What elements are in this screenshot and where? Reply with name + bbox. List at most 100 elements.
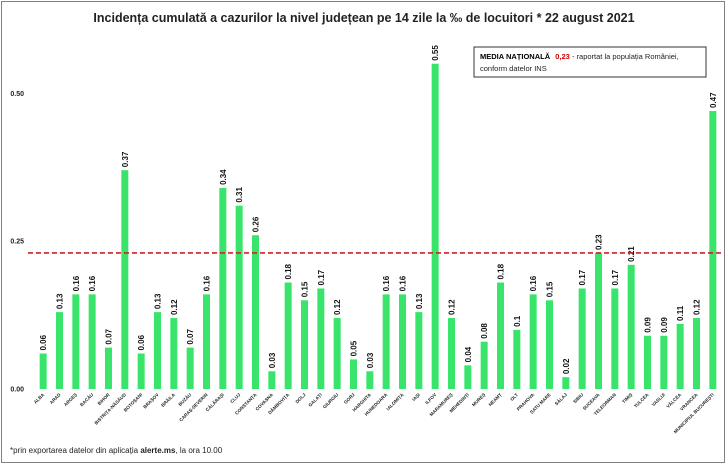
footnote-app-name: alerte.ms — [140, 446, 176, 455]
bar — [170, 318, 178, 389]
bar — [154, 312, 161, 389]
x-tick-label: ILFOV — [424, 392, 438, 406]
y-tick-label: 0.50 — [10, 91, 24, 98]
x-tick-label: NEAMȚ — [488, 392, 503, 407]
x-tick-label: BACĂU — [78, 391, 94, 407]
data-label: 0.17 — [578, 269, 587, 285]
bar — [39, 353, 47, 389]
bar — [709, 111, 717, 389]
bar — [693, 318, 700, 389]
data-label: 0.15 — [301, 281, 310, 297]
x-tick-label: IAȘI — [411, 392, 422, 403]
data-label: 0.55 — [431, 45, 440, 61]
bar — [562, 377, 570, 389]
x-tick-label: TULCEA — [633, 392, 650, 409]
x-tick-label: CLUJ — [229, 392, 241, 404]
bar — [578, 288, 586, 389]
data-label: 0.34 — [219, 169, 228, 185]
data-label: 0.18 — [497, 263, 506, 279]
y-axis: 0.00 0.25 0.50 — [10, 91, 24, 394]
bar — [611, 288, 619, 389]
bar — [284, 282, 292, 389]
data-label: 0.17 — [317, 269, 326, 285]
data-label: 0.03 — [366, 352, 375, 368]
footnote: *prin exportarea datelor din aplicația a… — [10, 446, 223, 455]
x-tick-label: GALAȚI — [307, 392, 323, 408]
data-label: 0.13 — [56, 293, 65, 309]
data-label: 0.15 — [546, 281, 555, 297]
x-tick-label: DOLJ — [294, 392, 307, 405]
x-tick-label: BRAȘOV — [142, 392, 161, 411]
bar — [627, 264, 635, 389]
chart-title: Incidența cumulată a cazurilor la nivel … — [93, 11, 634, 25]
bar — [660, 335, 668, 389]
bar — [333, 318, 341, 389]
data-label: 0.11 — [676, 305, 685, 321]
data-label: 0.37 — [121, 151, 130, 167]
data-label: 0.12 — [333, 299, 342, 315]
data-label: 0.06 — [39, 334, 48, 350]
bar — [464, 365, 472, 389]
x-tick-label: IALOMIȚA — [385, 392, 405, 412]
bar — [448, 318, 455, 389]
bar — [252, 235, 259, 389]
data-label: 0.16 — [529, 275, 538, 291]
x-tick-label: GORJ — [343, 392, 356, 405]
bar — [513, 329, 521, 389]
bar — [203, 294, 210, 389]
data-label: 0.12 — [448, 299, 457, 315]
legend-box: MEDIA NAȚIONALĂ 0,23 - raportat la popul… — [473, 46, 707, 78]
data-label: 0.16 — [72, 275, 81, 291]
bar — [301, 300, 308, 389]
data-label: 0.13 — [154, 293, 163, 309]
bar — [644, 335, 651, 389]
x-tick-label: VASLUI — [651, 392, 666, 407]
data-label: 0.1 — [513, 315, 522, 327]
bar — [88, 294, 96, 389]
footnote-prefix: *prin exportarea datelor din aplicația — [10, 446, 140, 455]
x-tick-label: BIHOR — [97, 392, 111, 406]
data-label: 0.05 — [350, 340, 359, 356]
x-tick-label: OLT — [509, 392, 519, 402]
data-label: 0.09 — [644, 317, 653, 333]
data-label: 0.17 — [611, 269, 620, 285]
legend-text-line2: conform datelor INS — [480, 64, 547, 73]
bar — [415, 312, 423, 389]
data-label: 0.26 — [252, 216, 261, 232]
data-label: 0.12 — [170, 299, 179, 315]
bar — [546, 300, 553, 389]
data-labels-group: 0.06 0.13 0.16 0.16 0.07 0.37 0.06 0.13 0.12 0.07… — [39, 45, 718, 375]
data-label: 0.12 — [693, 299, 702, 315]
bar — [382, 294, 390, 389]
data-label: 0.16 — [399, 275, 408, 291]
data-label: 0.02 — [562, 358, 571, 374]
data-label: 0.07 — [186, 328, 195, 344]
x-tick-label: ARAD — [49, 392, 62, 405]
bar — [105, 347, 112, 389]
x-tick-labels-group: ALBA ARAD ARGEȘ BACĂU BIHORBISTRIȚA-NĂSĂUDBO… — [33, 391, 716, 435]
data-label: 0.16 — [88, 275, 97, 291]
footnote-suffix: , la ora 10.00 — [175, 446, 222, 455]
x-tick-label: SIBIU — [572, 392, 585, 405]
bar — [56, 312, 63, 389]
bar — [399, 294, 406, 389]
bar — [676, 323, 684, 389]
data-label: 0.16 — [203, 275, 212, 291]
bars-group — [39, 63, 717, 389]
legend-text-line1: - raportat la populația României, — [572, 52, 679, 61]
data-label: 0.18 — [284, 263, 293, 279]
bar — [595, 252, 602, 389]
x-tick-label: SĂLAJ — [553, 391, 568, 406]
x-tick-label: BRĂILA — [160, 391, 177, 408]
data-label: 0.23 — [595, 234, 604, 250]
data-label: 0.04 — [464, 346, 473, 362]
data-label: 0.16 — [382, 275, 391, 291]
y-tick-label: 0.00 — [10, 387, 24, 394]
bar — [121, 170, 129, 389]
x-tick-label: GIURGIU — [322, 392, 340, 410]
bar — [235, 205, 243, 389]
bar — [431, 63, 439, 389]
data-label: 0.06 — [137, 334, 146, 350]
